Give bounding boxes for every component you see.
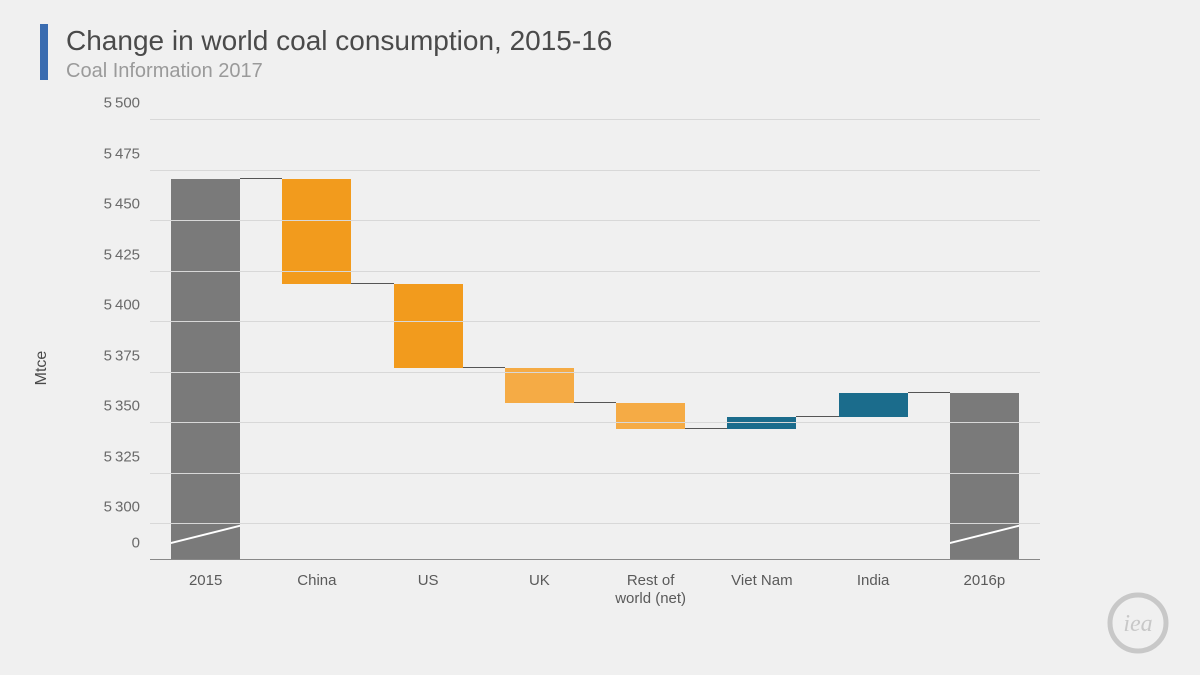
x-axis-line [150, 559, 1040, 560]
page-header: Change in world coal consumption, 2015-1… [40, 24, 612, 83]
axis-break-slash [950, 525, 1019, 544]
waterfall-bar [839, 393, 908, 417]
y-tick-label: 5 375 [104, 347, 150, 364]
y-tick-label: 0 [132, 535, 150, 552]
gridline [150, 422, 1040, 423]
y-tick-label: 5 450 [104, 196, 150, 213]
x-tick-label: UK [529, 572, 550, 590]
y-tick-label: 5 350 [104, 398, 150, 415]
y-tick-label: 5 300 [104, 499, 150, 516]
page-subtitle: Coal Information 2017 [66, 60, 612, 83]
x-tick-label: 2016p [964, 572, 1006, 590]
gridline [150, 523, 1040, 524]
gridline [150, 220, 1040, 221]
waterfall-bar [727, 417, 796, 429]
gridline [150, 321, 1040, 322]
page-title: Change in world coal consumption, 2015-1… [66, 24, 612, 58]
gridline [150, 372, 1040, 373]
waterfall-bar [950, 393, 1019, 560]
waterfall-bar [282, 179, 351, 284]
bars-layer [150, 120, 1040, 560]
waterfall-connector [351, 283, 393, 284]
waterfall-connector [574, 402, 616, 403]
svg-text:iea: iea [1123, 611, 1152, 637]
waterfall-connector [685, 428, 727, 429]
waterfall-connector [463, 367, 505, 368]
y-tick-label: 5 425 [104, 246, 150, 263]
waterfall-connector [908, 392, 950, 393]
waterfall-connector [240, 178, 282, 179]
gridline [150, 473, 1040, 474]
iea-logo: iea [1106, 591, 1170, 655]
gridline [150, 119, 1040, 120]
x-tick-label: 2015 [189, 572, 222, 590]
title-block: Change in world coal consumption, 2015-1… [66, 24, 612, 83]
y-tick-label: 5 475 [104, 145, 150, 162]
waterfall-bar [171, 179, 240, 560]
waterfall-bar [394, 284, 463, 369]
x-axis-labels: 2015 China US UK Rest of world (net) Viet Nam… [150, 566, 1040, 616]
plot-area: 5 3005 3255 3505 3755 4005 4255 4505 475… [150, 120, 1040, 560]
waterfall-connector [796, 416, 838, 417]
gridline [150, 170, 1040, 171]
y-tick-label: 5 400 [104, 297, 150, 314]
x-tick-label: Viet Nam [731, 572, 792, 590]
title-accent-bar [40, 24, 48, 80]
waterfall-chart: Mtce 5 3005 3255 3505 3755 4005 4255 450… [80, 120, 1040, 616]
y-tick-label: 5 325 [104, 448, 150, 465]
x-tick-label: China [297, 572, 336, 590]
x-tick-label: US [418, 572, 439, 590]
waterfall-bar [505, 368, 574, 402]
waterfall-bar [616, 403, 685, 429]
axis-break-slash [171, 525, 240, 544]
gridline [150, 271, 1040, 272]
x-tick-label: India [857, 572, 890, 590]
y-axis-label: Mtce [33, 351, 51, 386]
y-tick-label: 5 500 [104, 95, 150, 112]
x-tick-label: Rest of world (net) [615, 572, 686, 608]
